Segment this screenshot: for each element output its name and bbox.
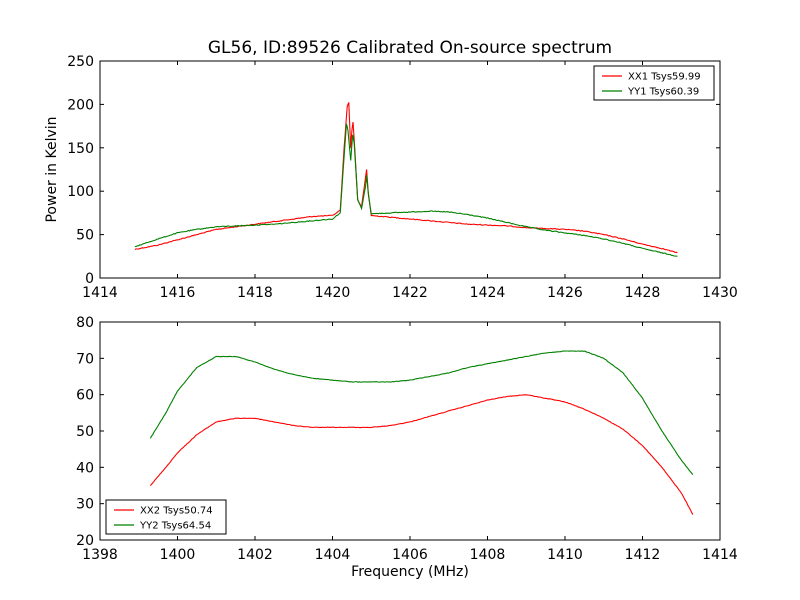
y-tick-label: 250 <box>67 54 94 70</box>
legend-label: XX2 Tsys50.74 <box>140 506 213 517</box>
x-tick-label: 1418 <box>237 285 273 301</box>
x-tick-label: 1428 <box>625 285 661 301</box>
y-tick-label: 150 <box>67 141 94 157</box>
x-tick-label: 1406 <box>392 547 428 563</box>
legend-label: YY2 Tsys64.54 <box>139 521 211 532</box>
x-tick-label: 1416 <box>160 285 196 301</box>
x-tick-label: 1426 <box>547 285 583 301</box>
top-panel: 1414 1416 1418 1420 1422 1424 1426 1428 1430 0 50 1… <box>44 54 738 301</box>
x-tick-label: 1398 <box>82 547 118 563</box>
y-tick-label: 100 <box>67 184 94 200</box>
y-tick-label: 50 <box>76 424 94 440</box>
y-axis-title: Power in Kelvin <box>44 116 60 222</box>
legend-box <box>105 499 227 535</box>
x-axis-title: Frequency (MHz) <box>351 564 469 580</box>
x-tick-label: 1430 <box>702 285 738 301</box>
x-tick-label: 1414 <box>82 285 118 301</box>
x-tick-label: 1408 <box>470 547 506 563</box>
y-tick-label: 70 <box>76 351 94 367</box>
series-line-yy-panel-1 <box>134 123 678 257</box>
y-tick-label: 40 <box>76 460 94 476</box>
x-tick-label: 1420 <box>315 285 351 301</box>
x-tick-label: 1402 <box>237 547 273 563</box>
series-line-xx-panel-1 <box>134 102 678 254</box>
chart-title: GL56, ID:89526 Calibrated On-source spec… <box>208 38 612 58</box>
x-tick-label: 1424 <box>470 285 506 301</box>
x-tick-label: 1410 <box>547 547 583 563</box>
bottom-panel: 1398 1400 1402 1404 1406 1408 1410 1412 1414 20 30… <box>76 315 738 580</box>
legend-box <box>593 65 715 101</box>
y-tick-label: 60 <box>76 388 94 404</box>
legend: XX2 Tsys50.74 YY2 Tsys64.54 <box>105 499 227 535</box>
legend-label: XX1 Tsys59.99 <box>628 72 701 83</box>
series-line-xx-panel-2 <box>149 394 694 515</box>
x-tick-label: 1412 <box>625 547 661 563</box>
y-tick-label: 80 <box>76 315 94 331</box>
y-tick-label: 30 <box>76 497 94 513</box>
legend-label: YY1 Tsys60.39 <box>627 87 699 98</box>
y-tick-label: 200 <box>67 97 94 113</box>
x-tick-label: 1400 <box>160 547 196 563</box>
legend: XX1 Tsys59.99 YY1 Tsys60.39 <box>593 65 715 101</box>
x-tick-label: 1404 <box>315 547 351 563</box>
y-tick-label: 20 <box>76 533 94 549</box>
y-tick-label: 50 <box>76 228 94 244</box>
series-line-yy-panel-2 <box>149 350 694 475</box>
x-tick-label: 1422 <box>392 285 428 301</box>
x-tick-label: 1414 <box>702 547 738 563</box>
y-tick-label: 0 <box>85 271 94 287</box>
